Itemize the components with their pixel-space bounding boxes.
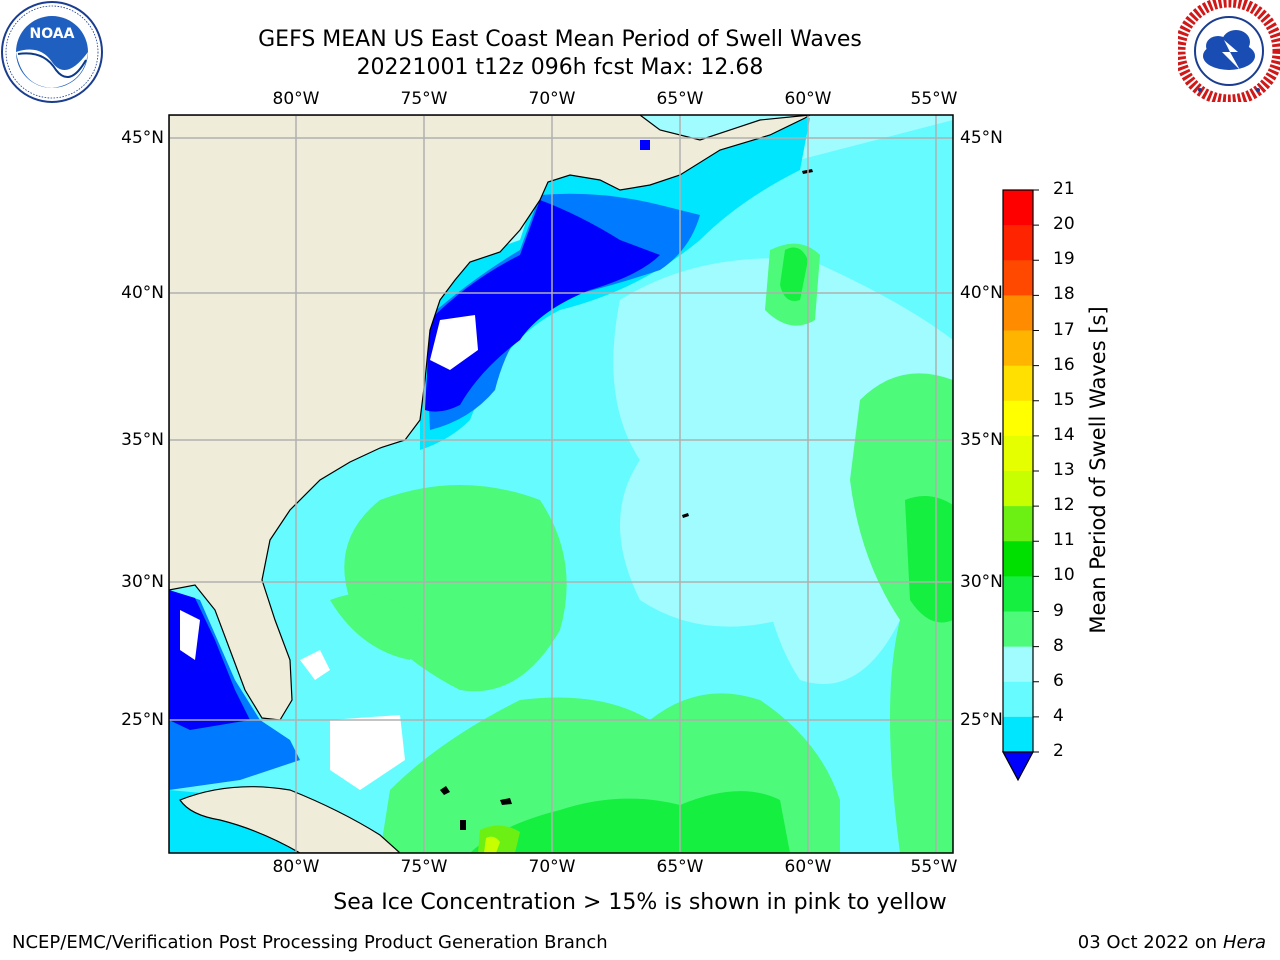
map-frame — [168, 114, 954, 854]
colorbar-bin — [1003, 190, 1033, 226]
lat-label-left-35n: 35°N — [121, 430, 164, 450]
colorbar-bin — [1003, 611, 1033, 648]
lon-label-bottom-65w: 65°W — [656, 857, 704, 877]
graticule — [169, 115, 953, 853]
colorbar-tick-label: 4 — [1053, 705, 1064, 726]
lat-label-right-30n: 30°N — [960, 572, 1003, 592]
lon-label-bottom-60w: 60°W — [784, 857, 832, 877]
sea-ice-note: Sea Ice Concentration > 15% is shown in … — [333, 890, 947, 915]
svg-text:NOAA: NOAA — [30, 26, 75, 42]
colorbar-tick-label: 19 — [1053, 249, 1075, 270]
lon-label-top-55w: 55°W — [910, 89, 958, 109]
lon-label-top-75w: 75°W — [400, 89, 448, 109]
lat-label-left-40n: 40°N — [121, 283, 164, 303]
colorbar-bin — [1003, 400, 1033, 437]
colorbar-bin — [1003, 295, 1033, 331]
colorbar-tick-label: 8 — [1053, 635, 1064, 656]
lat-label-left-25n: 25°N — [121, 710, 164, 730]
colorbar-bin — [1003, 225, 1033, 261]
lat-label-right-45n: 45°N — [960, 128, 1003, 148]
lat-label-right-25n: 25°N — [960, 710, 1003, 730]
lon-label-bottom-75w: 75°W — [400, 857, 448, 877]
colorbar-tick-label: 2 — [1053, 741, 1064, 761]
lat-label-left-45n: 45°N — [121, 128, 164, 148]
nws-logo — [1178, 0, 1280, 102]
footer-date-text: 03 Oct 2022 on — [1077, 932, 1218, 953]
colorbar-tick-label: 17 — [1053, 319, 1075, 340]
footer-credit: NCEP/EMC/Verification Post Processing Pr… — [12, 932, 608, 953]
colorbar-tick-label: 14 — [1053, 424, 1075, 445]
colorbar-tick-label: 15 — [1053, 389, 1075, 410]
map-title: GEFS MEAN US East Coast Mean Period of S… — [258, 27, 862, 52]
colorbar-bin — [1003, 646, 1033, 683]
lon-label-bottom-55w: 55°W — [910, 857, 958, 877]
colorbar-title: Mean Period of Swell Waves [s] — [1086, 306, 1110, 634]
map-field — [169, 115, 953, 853]
lon-label-bottom-70w: 70°W — [528, 857, 576, 877]
colorbar-bin — [1003, 330, 1033, 367]
colorbar-bin — [1003, 365, 1033, 402]
colorbar-tick-label: 10 — [1053, 565, 1075, 586]
colorbar-bin — [1003, 435, 1033, 472]
colorbar-tick-label: 6 — [1053, 670, 1064, 691]
colorbar-tick-label: 16 — [1053, 354, 1075, 375]
colorbar-tick-label: 21 — [1053, 179, 1075, 199]
colorbar-tick-label: 18 — [1053, 284, 1075, 305]
colorbar-tick-label: 20 — [1053, 214, 1075, 235]
colorbar-bin — [1003, 576, 1033, 612]
colorbar-extend-triangle — [1001, 751, 1035, 782]
noaa-logo: NOAA — [1, 1, 103, 103]
footer-machine: Hera — [1222, 932, 1266, 953]
lon-label-top-80w: 80°W — [272, 89, 320, 109]
colorbar-tick-label: 9 — [1053, 600, 1064, 621]
colorbar-bin — [1003, 541, 1033, 577]
colorbar-bin — [1003, 471, 1033, 507]
lat-label-right-40n: 40°N — [960, 283, 1003, 303]
lat-label-left-30n: 30°N — [121, 572, 164, 592]
colorbar-bin — [1003, 716, 1033, 753]
lon-label-bottom-80w: 80°W — [272, 857, 320, 877]
colorbar-tick-label: 13 — [1053, 460, 1075, 480]
colorbar-tick-label: 12 — [1053, 495, 1075, 516]
colorbar-bin — [1003, 506, 1033, 542]
colorbar-bin — [1003, 260, 1033, 296]
lon-label-top-60w: 60°W — [784, 89, 832, 109]
colorbar-tick-label: 11 — [1053, 530, 1075, 551]
lon-label-top-70w: 70°W — [528, 89, 576, 109]
lon-label-top-65w: 65°W — [656, 89, 704, 109]
lat-label-right-35n: 35°N — [960, 430, 1003, 450]
colorbar — [1001, 189, 1039, 782]
forecast-subtitle: 20221001 t12z 096h fcst Max: 12.68 — [356, 55, 764, 80]
colorbar-bin — [1003, 681, 1033, 718]
footer-date: 03 Oct 2022 on Hera — [1078, 932, 1266, 953]
